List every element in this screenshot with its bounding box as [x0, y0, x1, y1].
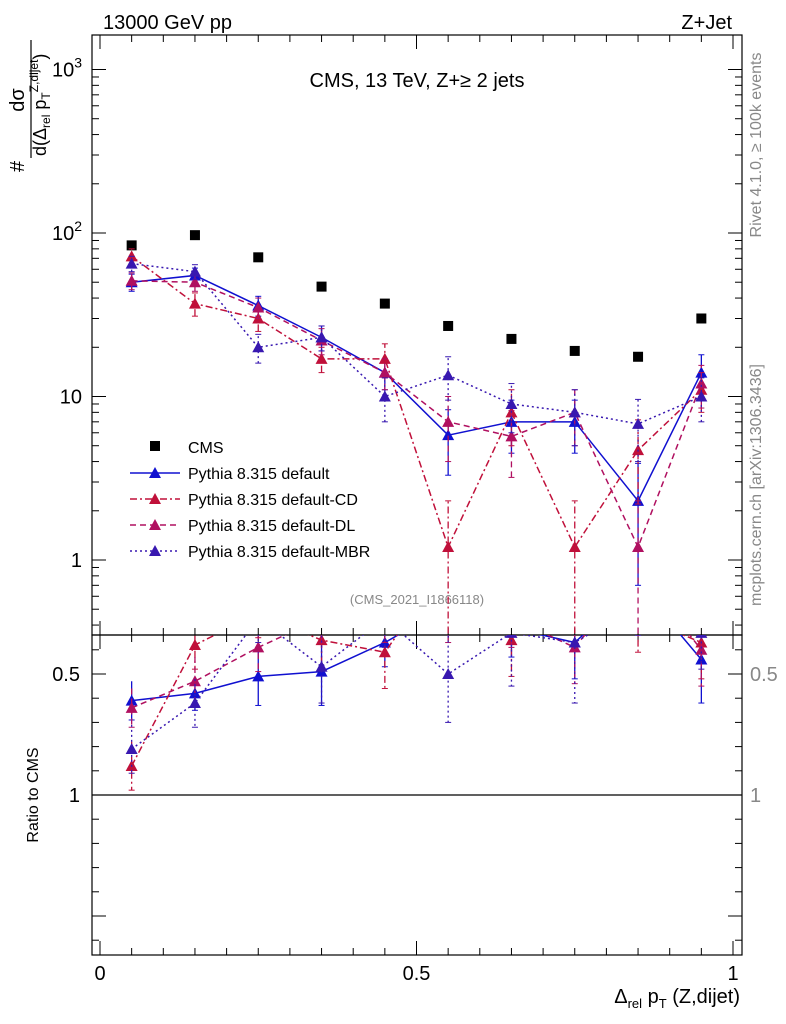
pythia-8-315-default-dl-ratio-point — [125, 701, 138, 713]
legend-label-pythia-8-315-default-mbr: Pythia 8.315 default-MBR — [188, 544, 370, 561]
legend-label-pythia-8-315-default: Pythia 8.315 default — [188, 466, 330, 483]
x-tick-label: 0 — [94, 963, 105, 985]
y-tick-label-ratio: 1 — [69, 785, 80, 807]
pythia-8-315-default-mbr-ratio-point — [125, 743, 138, 755]
pythia-8-315-default-dl-ratio-point — [316, 612, 328, 623]
pythia-8-315-default-dl-ratio-point — [505, 612, 517, 623]
header-left-label: 13000 GeV pp — [103, 12, 232, 34]
svg-text:dσ: dσ — [7, 88, 29, 112]
y-axis-label-main: # dσ d(Δrel pTZ,dijet) — [7, 40, 53, 172]
svg-text:#: # — [7, 160, 29, 172]
pythia-8-315-default-dl-point — [632, 541, 645, 553]
pythia-8-315-default-mbr-point — [315, 331, 328, 343]
pythia-8-315-default-cd-point — [188, 297, 201, 309]
rivet-label: Rivet 4.1.0, ≥ 100k events — [748, 53, 765, 238]
pythia-8-315-default-dl-ratio-point — [252, 641, 265, 653]
ratio-series-group — [125, 608, 708, 791]
legend-marker-pythia-8-315-default — [149, 467, 161, 478]
pythia-8-315-default-mbr-point — [695, 390, 708, 402]
legend-label-cms: CMS — [188, 440, 224, 457]
pythia-8-315-default-dl-line — [131, 280, 703, 549]
cms-data-point — [443, 320, 454, 331]
pythia-8-315-default-mbr-point — [188, 265, 201, 277]
pythia-8-315-default-dl-point — [442, 415, 455, 427]
pythia-8-315-default-point — [442, 429, 455, 441]
pythia-8-315-default-cd-ratio-point — [188, 638, 201, 650]
main-series-group — [125, 230, 708, 635]
cms-data-point — [189, 230, 200, 241]
cms-data-point — [569, 345, 580, 356]
y-tick-label-main: 102 — [52, 218, 82, 245]
pythia-8-315-default-cd-point — [568, 541, 581, 553]
pythia-8-315-default-dl-point — [188, 276, 201, 288]
x-tick-label: 0.5 — [403, 963, 431, 985]
legend-marker-pythia-8-315-default-cd — [149, 493, 161, 504]
pythia-8-315-default-mbr-point — [632, 417, 645, 429]
pythia-8-315-default-ratio-point — [252, 670, 265, 682]
pythia-8-315-default-mbr-ratio-point — [505, 635, 518, 638]
y-axis-label-ratio: Ratio to CMS — [25, 747, 42, 842]
pythia-8-315-default-dl-point — [252, 301, 265, 313]
axis-ticks — [92, 35, 742, 955]
y-tick-label-main: 10 — [60, 387, 82, 409]
y-tick-label-ratio-right: 1 — [750, 785, 761, 807]
pythia-8-315-default-dl-ratio-point — [379, 612, 391, 623]
pythia-8-315-default-ratio-line — [131, 635, 702, 702]
pythia-8-315-default-mbr-point — [125, 257, 138, 269]
pythia-8-315-default-mbr-point — [442, 369, 455, 381]
pythia-8-315-default-dl-point — [505, 430, 518, 442]
pythia-8-315-default-dl-point — [695, 377, 708, 389]
pythia-8-315-default-mbr-ratio-point — [568, 636, 581, 648]
pythia-8-315-default-mbr-point — [252, 341, 265, 353]
pythia-8-315-default-mbr-ratio-point — [315, 660, 328, 672]
legend-label-pythia-8-315-default-dl: Pythia 8.315 default-DL — [188, 518, 355, 535]
pythia-8-315-default-mbr-point — [505, 397, 518, 409]
y-tick-label-ratio: 0.5 — [52, 664, 80, 686]
pythia-8-315-default-cd-line — [131, 255, 702, 550]
cms-data-point — [316, 281, 327, 292]
pythia-8-315-default-cd-ratio-point — [252, 608, 264, 619]
pythia-8-315-default-dl-point — [125, 274, 138, 286]
pythia-8-315-default-dl-point — [378, 366, 391, 378]
cms-data-point — [696, 313, 707, 324]
pythia-8-315-default-dl-ratio-line — [131, 635, 702, 709]
cms-data-point — [506, 333, 517, 344]
pythia-8-315-default-mbr-ratio-point — [252, 612, 264, 623]
legend-marker-pythia-8-315-default-mbr — [149, 545, 161, 556]
mcplots-label: mcplots.cern.ch [arXiv:1306.3436] — [748, 364, 765, 606]
cms-data-point — [379, 298, 390, 309]
pythia-8-315-default-mbr-ratio-point — [188, 697, 201, 709]
analysis-id-label: (CMS_2021_I1866118) — [350, 592, 484, 607]
cms-data-point — [253, 252, 264, 263]
legend-marker-pythia-8-315-default-dl — [149, 519, 161, 530]
pythia-8-315-default-cd-point — [442, 541, 455, 553]
pythia-8-315-default-mbr-ratio-line — [131, 635, 590, 750]
legend-marker-cms — [150, 441, 160, 451]
pythia-8-315-default-mbr-ratio-point — [379, 612, 391, 623]
pythia-8-315-default-cd-point — [315, 352, 328, 364]
cms-data-point — [126, 240, 137, 251]
x-axis-label: Δrel pT (Z,dijet) — [614, 986, 740, 1011]
y-tick-label-main: 103 — [52, 55, 82, 82]
x-tick-label: 1 — [727, 963, 738, 985]
svg-text:d(Δrel pTZ,dijet): d(Δrel pTZ,dijet) — [27, 54, 53, 156]
pythia-8-315-default-mbr-point — [378, 390, 391, 402]
pythia-8-315-default-mbr-line — [131, 262, 702, 425]
y-tick-label-main: 1 — [71, 550, 82, 572]
pythia-8-315-default-mbr-ratio-point — [695, 635, 708, 638]
y-tick-label-ratio-right: 0.5 — [750, 664, 778, 686]
legend: CMS Pythia 8.315 default Pythia 8.315 defa… — [130, 440, 370, 561]
pythia-8-315-default-dl-ratio-point — [695, 643, 708, 655]
pythia-8-315-default-line — [131, 274, 703, 503]
chart-title: CMS, 13 TeV, Z+≥ 2 jets — [310, 70, 525, 92]
pythia-8-315-default-cd-ratio-point — [378, 646, 391, 658]
pythia-8-315-default-mbr-ratio-point — [442, 668, 455, 679]
header-right-label: Z+Jet — [681, 12, 732, 34]
pythia-8-315-default-mbr-point — [568, 406, 581, 418]
cms-data-point — [633, 351, 644, 362]
legend-label-pythia-8-315-default-cd: Pythia 8.315 default-CD — [188, 492, 358, 509]
